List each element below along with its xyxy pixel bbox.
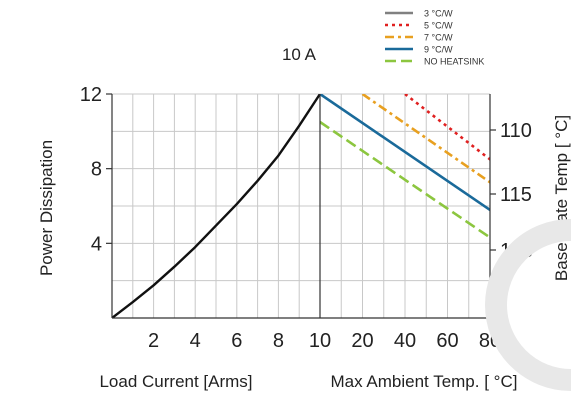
right-x-axis-title: Max Ambient Temp. [ °C] bbox=[331, 372, 518, 391]
legend-label: 5 °C/W bbox=[424, 21, 453, 31]
legend-label: 3 °C/W bbox=[424, 9, 453, 19]
right-y-tick-label: 115 bbox=[500, 184, 532, 206]
axes bbox=[106, 93, 496, 319]
left-x-tick-label: 4 bbox=[190, 330, 201, 352]
left-y-tick-label: 8 bbox=[91, 159, 102, 181]
legend-label: NO HEATSINK bbox=[424, 57, 484, 67]
chart-title: 10 A bbox=[282, 45, 317, 64]
left-x-tick-label: 6 bbox=[231, 330, 242, 352]
right-y-tick-label: 110 bbox=[500, 120, 532, 142]
grid-lines bbox=[112, 93, 490, 318]
legend-label: 7 °C/W bbox=[424, 33, 453, 43]
left-y-tick-label: 4 bbox=[91, 233, 102, 255]
left-y-tick-label: 12 bbox=[80, 84, 102, 106]
series-line-9-c-w bbox=[320, 94, 490, 212]
legend: 3 °C/W 5 °C/W 7 °C/W 9 °C/W NO HEATSINK bbox=[385, 9, 484, 67]
left-x-tick-label: 2 bbox=[148, 330, 159, 352]
series-line-7-c-w bbox=[361, 94, 490, 184]
left-y-axis-title: Power Dissipation bbox=[37, 140, 56, 276]
right-x-tick-label: 60 bbox=[436, 330, 458, 352]
series-line-5-c-w bbox=[404, 94, 490, 161]
left-x-axis-title: Load Current [Arms] bbox=[99, 372, 252, 391]
legend-label: 9 °C/W bbox=[424, 45, 453, 55]
series-lines bbox=[112, 94, 490, 318]
decorative-arc bbox=[484, 219, 571, 391]
series-line-no-heatsink bbox=[320, 120, 490, 240]
power-dissipation-curve bbox=[112, 94, 320, 318]
right-x-tick-label: 20 bbox=[351, 330, 373, 352]
right-x-tick-label: 40 bbox=[394, 330, 416, 352]
left-x-tick-label: 10 bbox=[309, 330, 331, 352]
left-x-tick-label: 8 bbox=[273, 330, 284, 352]
right-y-axis-title: Base Plate Temp [ °C] bbox=[552, 115, 571, 281]
